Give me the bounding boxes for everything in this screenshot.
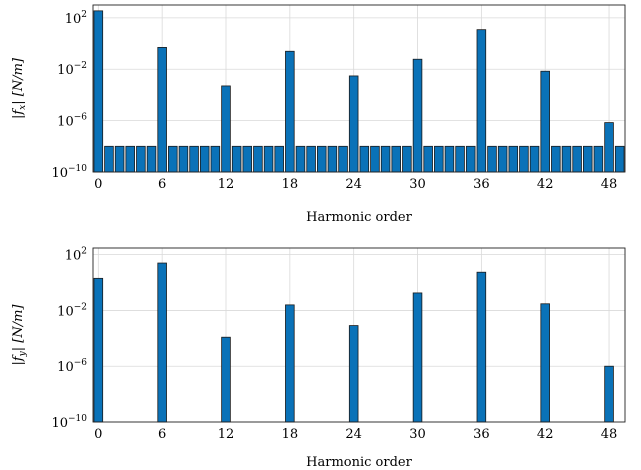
bar (221, 85, 231, 173)
bar (189, 145, 199, 173)
x-tick-label: 30 (409, 427, 426, 442)
bar (125, 145, 136, 173)
x-tick-label: 42 (537, 177, 554, 192)
x-tick-label: 42 (537, 427, 554, 442)
x-tick-label: 48 (601, 177, 618, 192)
bar (434, 145, 444, 173)
bar (561, 145, 572, 173)
x-tick-label: 36 (473, 427, 490, 442)
bar (551, 145, 561, 173)
bar (263, 145, 274, 173)
bar (444, 145, 455, 173)
bar (370, 145, 380, 173)
bar (508, 145, 519, 173)
x-tick-label: 6 (158, 177, 166, 192)
bar (487, 145, 497, 173)
bar (476, 271, 487, 423)
y-axis-title: |fy| [N/m] (11, 304, 28, 366)
bar (412, 292, 423, 423)
y-tick-label: 10−10 (51, 414, 87, 431)
bar (178, 145, 189, 173)
bar (540, 70, 550, 173)
y-tick-label: 10−2 (57, 61, 87, 78)
bar (157, 47, 167, 173)
bar (412, 58, 423, 173)
x-tick-label: 24 (345, 427, 362, 442)
bar (93, 10, 104, 173)
x-tick-label: 36 (473, 177, 490, 192)
y-tick-label: 10−6 (57, 358, 87, 375)
x-axis-title: Harmonic order (306, 455, 412, 470)
bar (242, 145, 253, 173)
bar (593, 145, 604, 173)
plot-frame (92, 4, 626, 173)
bar (465, 145, 476, 173)
bar (168, 145, 178, 173)
bar (338, 145, 348, 173)
bar (380, 145, 391, 173)
bar-series (93, 10, 625, 173)
bar (306, 145, 316, 173)
x-tick-label: 6 (158, 427, 166, 442)
bar (455, 145, 465, 173)
bar (402, 145, 412, 173)
x-tick-label: 18 (282, 177, 299, 192)
bar (497, 145, 508, 173)
bar (93, 277, 104, 423)
chart-panel-fy: 0 6 12 18 24 30 36 42 48 10−10 10−6 10−2 102 Harmon… (11, 247, 626, 470)
bar (348, 75, 359, 173)
x-tick-label: 0 (94, 177, 102, 192)
y-tick-label: 102 (65, 10, 87, 27)
bar (295, 145, 306, 173)
bar (253, 145, 263, 173)
y-tick-label: 102 (65, 247, 87, 264)
x-tick-labels: 0 6 12 18 24 30 36 42 48 (94, 427, 617, 442)
x-tick-label: 18 (282, 427, 299, 442)
bar (316, 145, 327, 173)
plot-frame (92, 247, 626, 423)
y-tick-label: 10−2 (57, 302, 87, 319)
bar (519, 145, 529, 173)
y-tick-labels: 10−10 10−6 10−2 102 (51, 10, 87, 181)
bar (359, 145, 370, 173)
bar (114, 145, 125, 173)
bar (582, 145, 593, 173)
bar (529, 145, 540, 173)
bar (391, 145, 401, 173)
bar (285, 304, 295, 423)
bar (476, 29, 487, 173)
y-tick-labels: 10−10 10−6 10−2 102 (51, 247, 87, 431)
bar (231, 145, 242, 173)
bar (104, 145, 114, 173)
x-tick-label: 48 (601, 427, 618, 442)
x-tick-label: 12 (218, 177, 235, 192)
x-tick-labels: 0 6 12 18 24 30 36 42 48 (94, 177, 617, 192)
bar (136, 145, 146, 173)
y-axis-title: |fx| [N/m] (11, 57, 28, 119)
bar (157, 262, 167, 423)
bar (327, 145, 338, 173)
bar (423, 145, 433, 173)
x-tick-label: 24 (345, 177, 362, 192)
bar (604, 122, 614, 173)
bar (285, 50, 295, 173)
bar (614, 145, 625, 173)
x-axis-title: Harmonic order (306, 210, 412, 225)
bar (540, 303, 550, 423)
bar (274, 145, 284, 173)
bar (199, 145, 210, 173)
bar (210, 145, 221, 173)
x-tick-label: 30 (409, 177, 426, 192)
x-tick-label: 12 (218, 427, 235, 442)
y-tick-label: 10−6 (57, 113, 87, 130)
bar (572, 145, 582, 173)
x-tick-label: 0 (94, 427, 102, 442)
bar (604, 365, 614, 423)
y-tick-label: 10−10 (51, 164, 87, 181)
chart-panel-fx: 0 6 12 18 24 30 36 42 48 10−10 10−6 10−2 102 Harmon… (11, 4, 626, 225)
bar (348, 325, 359, 423)
bar (221, 336, 231, 423)
bar (146, 145, 157, 173)
